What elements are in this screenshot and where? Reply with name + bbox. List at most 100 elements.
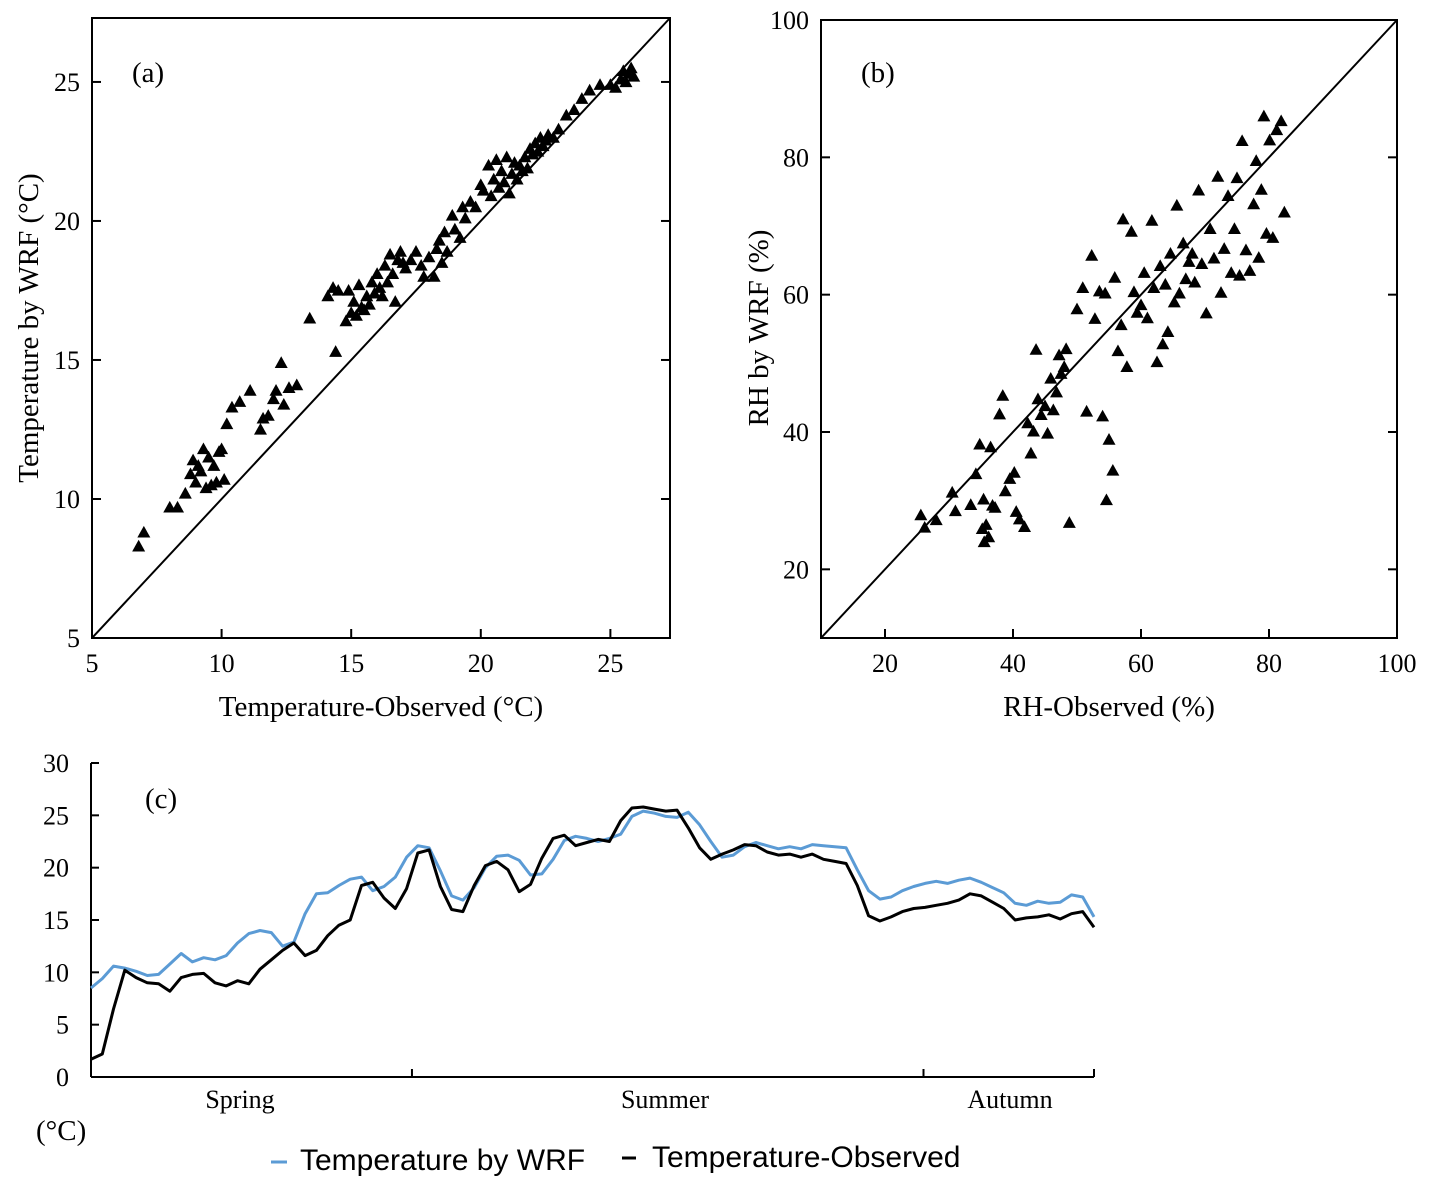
panel-b-point bbox=[1080, 404, 1094, 417]
panel-a-point bbox=[520, 161, 534, 174]
panel-a-point bbox=[487, 172, 501, 185]
panel-a-points bbox=[91, 17, 671, 639]
panel-a-point bbox=[404, 253, 418, 266]
panel-b-point bbox=[1207, 251, 1221, 264]
panel-b-point bbox=[993, 407, 1007, 420]
panel-b-point bbox=[1059, 342, 1073, 355]
panel-b-point bbox=[1041, 426, 1055, 439]
panel-a-point bbox=[137, 525, 151, 538]
panel-a-frame bbox=[91, 17, 671, 639]
panel-c-y-tick-label: 30 bbox=[43, 749, 69, 778]
panel-b-point bbox=[1099, 493, 1113, 506]
panel-b-point bbox=[1145, 214, 1159, 226]
panel-b-point bbox=[1098, 286, 1112, 299]
panel-c-season-label: Summer bbox=[621, 1085, 709, 1114]
panel-a-ticks: 5 10 15 20 25 5 10 15 20 25 bbox=[54, 68, 670, 678]
panel-b-point bbox=[1102, 433, 1116, 445]
panel-a-point bbox=[253, 422, 267, 435]
panel-a-point bbox=[277, 397, 291, 410]
panel-b-point bbox=[998, 484, 1012, 497]
panel-a-point bbox=[186, 453, 200, 466]
panel-a-y-tick-label: 15 bbox=[54, 346, 80, 375]
panel-b-point bbox=[1182, 255, 1196, 267]
panel-b-y-tick-label: 20 bbox=[783, 555, 809, 584]
panel-b-point bbox=[929, 513, 943, 526]
panel-a-point bbox=[458, 211, 472, 224]
panel-a-point bbox=[583, 83, 597, 96]
panel-b-point bbox=[1054, 367, 1068, 379]
panel-a-point bbox=[438, 225, 452, 238]
panel-a-point bbox=[386, 267, 400, 279]
panel-a-point bbox=[178, 486, 192, 499]
panel-b-point bbox=[1239, 243, 1253, 256]
panel-b-point bbox=[1192, 183, 1206, 196]
legend-label-wrf: Temperature by WRF bbox=[300, 1144, 585, 1177]
panel-b-point bbox=[1007, 466, 1021, 478]
panel-b-point bbox=[1161, 325, 1175, 337]
panel-a-point bbox=[383, 247, 397, 260]
panel-b-point bbox=[1185, 246, 1199, 259]
panel-a-point bbox=[375, 289, 389, 302]
panel-b-point bbox=[1026, 424, 1040, 437]
panel-a-reference-line bbox=[91, 17, 671, 639]
panel-b-point bbox=[1257, 109, 1271, 122]
panel-a-point bbox=[575, 92, 589, 104]
panel-b-point bbox=[918, 520, 932, 533]
panel-b-point bbox=[1057, 360, 1071, 372]
panel-b-x-tick-label: 60 bbox=[1128, 649, 1154, 678]
panel-b-point bbox=[1199, 306, 1213, 319]
panel-c-y-tick-label: 10 bbox=[43, 958, 69, 987]
panel-b-point bbox=[1274, 114, 1288, 127]
panel-a-point bbox=[243, 384, 257, 396]
panel-c-season-label: Autumn bbox=[967, 1085, 1052, 1114]
panel-b-point bbox=[1085, 249, 1099, 261]
panel-b-point bbox=[1150, 355, 1164, 368]
legend-label-observed: Temperature-Observed bbox=[652, 1141, 960, 1174]
panel-b-ticks: 20 40 60 80 100 20 40 60 80 100 bbox=[770, 6, 1417, 678]
panel-c-season-label: Spring bbox=[205, 1085, 274, 1114]
panel-a-y-tick-label: 20 bbox=[54, 207, 80, 236]
panel-b-point bbox=[1096, 409, 1110, 422]
panel-b-point bbox=[1070, 302, 1084, 315]
panel-b-point bbox=[1217, 242, 1231, 254]
panel-a-point bbox=[171, 500, 185, 513]
panel-a-point bbox=[349, 308, 363, 321]
panel-b-point bbox=[1156, 337, 1170, 350]
panel-a-point bbox=[378, 258, 392, 271]
panel-a-point bbox=[440, 245, 454, 257]
panel-b-point bbox=[1153, 259, 1167, 272]
panel-a-point bbox=[225, 400, 239, 413]
panel-b-point bbox=[1076, 281, 1090, 293]
panel-a-point bbox=[303, 311, 317, 324]
panel-a-point bbox=[183, 467, 197, 480]
panel-c-y-tick-label: 5 bbox=[56, 1011, 69, 1040]
panel-a-point bbox=[399, 261, 413, 274]
panel-b-point bbox=[979, 518, 993, 530]
panel-a-point bbox=[505, 167, 519, 179]
panel-a-point bbox=[559, 108, 573, 121]
panel-a-point bbox=[215, 442, 229, 455]
series-line-observed bbox=[90, 805, 1096, 1061]
panel-a-point bbox=[365, 275, 379, 288]
panel-b-point bbox=[948, 504, 962, 517]
panel-b-point bbox=[1050, 385, 1064, 398]
panel-b-point bbox=[1137, 266, 1151, 278]
panel-b-label: (b) bbox=[861, 57, 895, 89]
legend: Temperature by WRF Temperature-Observed bbox=[271, 1141, 960, 1177]
panel-a-point bbox=[482, 158, 496, 171]
panel-a-x-tick-label: 20 bbox=[468, 649, 494, 678]
panel-b-point bbox=[1195, 257, 1209, 269]
panel-a-point bbox=[266, 392, 280, 405]
panel-a-point bbox=[202, 450, 216, 463]
panel-a-x-tick-label: 10 bbox=[209, 649, 235, 678]
panel-b-point bbox=[1088, 312, 1102, 324]
panel-b-point bbox=[1188, 275, 1202, 288]
panel-a-point bbox=[342, 283, 356, 296]
panel-b-point bbox=[1230, 171, 1244, 184]
panel-b-x-tick-label: 80 bbox=[1256, 649, 1282, 678]
panel-a-y-axis-title: Temperature by WRF (°C) bbox=[13, 173, 45, 482]
panel-b-point bbox=[1044, 371, 1058, 384]
series-line-wrf bbox=[90, 809, 1096, 990]
panel-a-point bbox=[274, 356, 288, 368]
